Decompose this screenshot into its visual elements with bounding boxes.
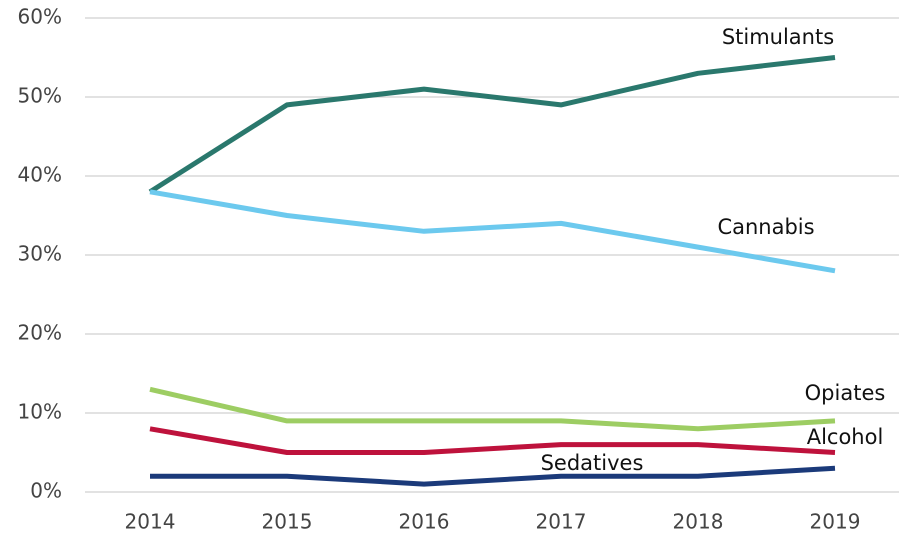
x-tick-label: 2019 (810, 510, 861, 534)
x-tick-label: 2014 (125, 510, 176, 534)
x-tick-label: 2017 (536, 510, 587, 534)
y-tick-label: 20% (18, 321, 62, 345)
series-label: Opiates (805, 381, 886, 405)
series-line (148, 55, 836, 194)
y-tick-label: 0% (30, 479, 62, 503)
y-tick-label: 30% (18, 242, 62, 266)
x-tick-label: 2016 (399, 510, 450, 534)
series-label: Alcohol (807, 425, 884, 449)
x-tick-label: 2018 (673, 510, 724, 534)
y-tick-label: 50% (18, 84, 62, 108)
series-line (149, 426, 836, 455)
series-label: Stimulants (722, 25, 834, 49)
y-tick-label: 60% (18, 5, 62, 29)
y-tick-label: 10% (18, 400, 62, 424)
series-label: Sedatives (541, 451, 644, 475)
series-line (150, 465, 836, 487)
y-tick-label: 40% (18, 163, 62, 187)
series-label: Cannabis (717, 215, 814, 239)
x-tick-label: 2015 (262, 510, 313, 534)
series-line (149, 189, 836, 274)
series-line (149, 386, 836, 432)
